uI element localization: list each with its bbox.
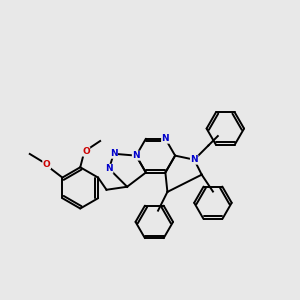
Text: O: O bbox=[82, 147, 90, 156]
Text: O: O bbox=[43, 160, 50, 169]
Text: N: N bbox=[105, 164, 113, 173]
Text: N: N bbox=[162, 134, 169, 143]
Text: N: N bbox=[132, 151, 140, 160]
Text: N: N bbox=[110, 149, 117, 158]
Text: N: N bbox=[190, 155, 198, 164]
